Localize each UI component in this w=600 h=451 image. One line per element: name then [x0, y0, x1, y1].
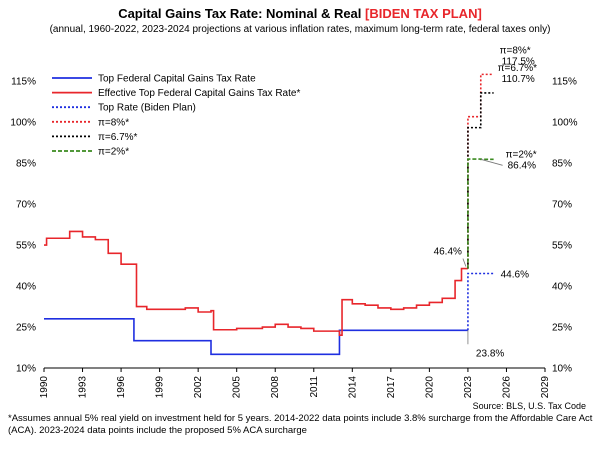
- x-tick-label: 1990: [39, 376, 50, 399]
- x-tick-label: 2029: [540, 376, 551, 399]
- x-tick-label: 2005: [232, 376, 243, 399]
- y-tick-label-left: 10%: [16, 364, 36, 375]
- legend: Top Federal Capital Gains Tax Rate Effect…: [52, 74, 300, 158]
- x-tick-label: 2023: [463, 376, 474, 399]
- y-tick-label-left: 25%: [16, 323, 36, 334]
- y-tick-label-left: 85%: [16, 159, 36, 170]
- y-tick-label-left: 55%: [16, 241, 36, 252]
- series-line-1: [44, 230, 468, 337]
- x-tick-label: 2014: [347, 376, 358, 399]
- legend-label-5: π=2%*: [98, 147, 129, 158]
- chart-title-accent: [BIDEN TAX PLAN]: [365, 6, 482, 21]
- leader-86-4: [480, 158, 503, 166]
- annotation-label-8: 23.8%: [476, 348, 504, 359]
- chart-title-main: Capital Gains Tax Rate: Nominal & Real: [118, 6, 362, 21]
- x-tick-label: 2020: [424, 376, 435, 399]
- y-tick-label-left: 100%: [10, 118, 36, 129]
- leader-46-4: [462, 258, 467, 267]
- series-layer: [44, 73, 494, 356]
- annotation-label-7: 44.6%: [501, 269, 529, 280]
- annotations-layer: 117.5%π=8%* 110.7%π=6.7%* 86.4%π=2%* 46.4% 4…: [434, 45, 538, 359]
- legend-label-1: Effective Top Federal Capital Gains Tax …: [98, 88, 300, 99]
- series-line-4: [467, 92, 494, 269]
- legend-label-0: Top Federal Capital Gains Tax Rate: [98, 74, 256, 85]
- y-tick-label-left: 115%: [11, 77, 36, 88]
- annotation-label-3: π=6.7%*: [498, 63, 538, 74]
- x-tick-label: 2017: [386, 376, 397, 399]
- y-tick-label-right: 100%: [552, 118, 578, 129]
- annotation-label-0: 117.5%: [502, 56, 535, 67]
- annotation-label-1: π=8%*: [500, 45, 531, 56]
- y-tick-label-right: 40%: [552, 282, 572, 293]
- source-note: Source: BLS, U.S. Tax Code: [472, 401, 586, 411]
- x-tick-label: 2026: [501, 376, 512, 399]
- annotation-label-2: 110.7%: [502, 74, 535, 85]
- chart-subtitle: (annual, 1960-2022, 2023-2024 projection…: [49, 24, 551, 35]
- x-tick-label: 1999: [155, 376, 166, 399]
- legend-label-2: Top Rate (Biden Plan): [98, 103, 196, 114]
- footnote: *Assumes annual 5% real yield on investm…: [8, 413, 593, 436]
- x-tick-label: 1993: [78, 376, 89, 399]
- y-tick-label-right: 55%: [552, 241, 572, 252]
- y-tick-label-right: 25%: [552, 323, 572, 334]
- legend-label-4: π=6.7%*: [98, 132, 138, 143]
- x-tick-label: 2011: [309, 376, 320, 398]
- y-tick-label-left: 70%: [16, 200, 36, 211]
- y-tick-label-right: 70%: [552, 200, 572, 211]
- y-tick-label-right: 115%: [552, 77, 577, 88]
- series-line-0: [44, 318, 468, 356]
- chart-title: Capital Gains Tax Rate: Nominal & Real […: [0, 6, 600, 21]
- y-tick-label-right: 10%: [552, 364, 572, 375]
- legend-label-3: π=8%*: [98, 117, 129, 128]
- x-tick-label: 1996: [116, 376, 127, 399]
- series-line-5: [467, 158, 494, 269]
- axes-layer: 1990 1993 1996 1999 2002 2005 2008 2011 2014 2017…: [10, 77, 577, 399]
- y-tick-label-left: 40%: [16, 282, 36, 293]
- annotation-label-5: π=2%*: [506, 149, 537, 160]
- annotation-label-6: 46.4%: [434, 247, 462, 258]
- annotation-label-4: 86.4%: [508, 160, 536, 171]
- x-tick-label: 2008: [270, 376, 281, 399]
- y-tick-label-right: 85%: [552, 159, 572, 170]
- series-line-2: [467, 272, 494, 331]
- x-tick-label: 2002: [193, 376, 204, 399]
